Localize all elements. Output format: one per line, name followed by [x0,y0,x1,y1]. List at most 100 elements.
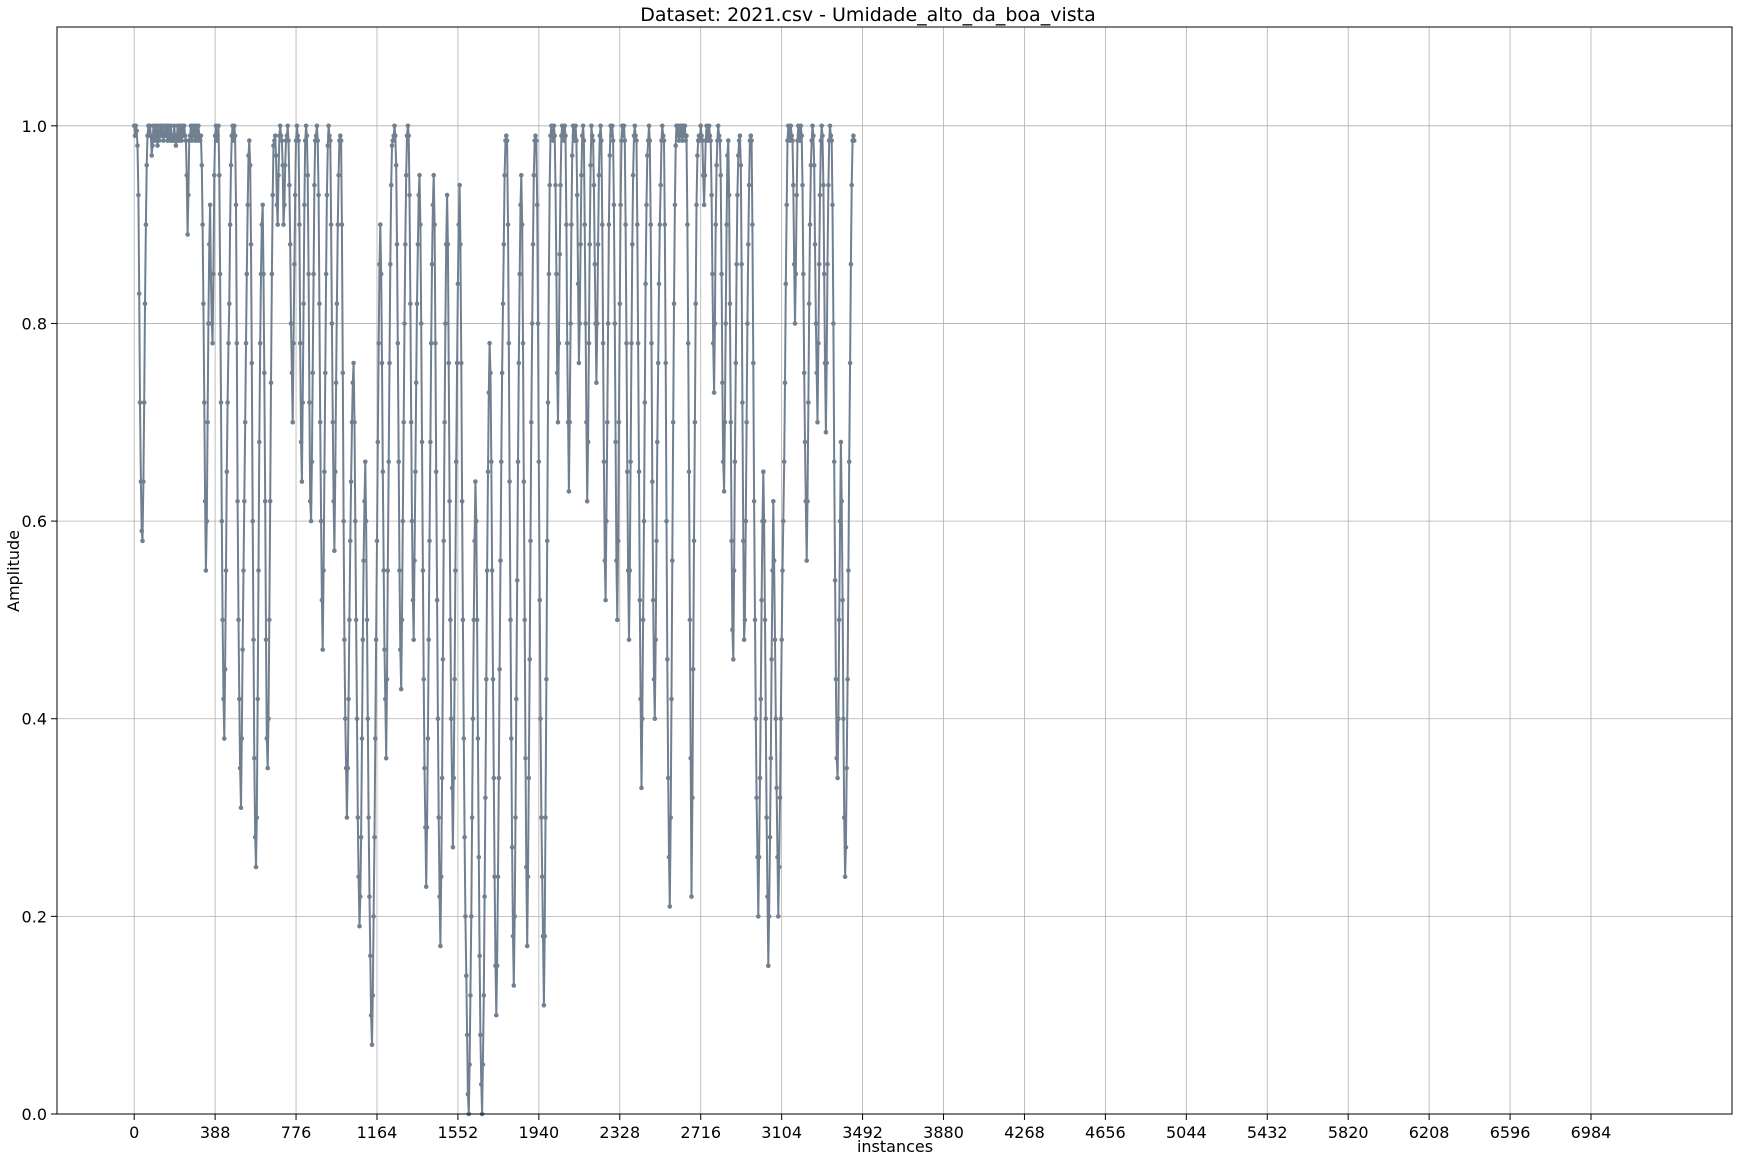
data-point [155,143,160,148]
data-point [220,617,225,623]
data-point [237,765,243,771]
data-point [269,271,275,277]
data-point [438,943,443,949]
data-point [580,123,586,129]
data-point [421,676,427,682]
data-point [289,370,295,376]
data-point [485,469,491,475]
data-point [136,192,141,198]
data-point [328,222,334,227]
data-point [717,138,723,143]
data-point [741,538,746,544]
data-point [660,133,666,138]
x-tick-label: 3880 [923,1123,964,1142]
data-point [468,993,473,998]
data-point [671,301,677,307]
data-point [500,301,506,307]
data-point [471,617,477,623]
data-point [694,202,699,208]
data-point [270,192,276,198]
data-point [774,785,779,791]
data-point [460,617,466,623]
data-point [707,133,713,138]
data-point [371,914,376,919]
data-point [499,370,505,376]
data-point [314,123,320,129]
data-point [243,340,249,346]
data-point [780,568,785,573]
data-point [278,133,284,138]
data-point [284,133,290,138]
data-point [431,172,437,178]
data-point [249,360,255,366]
data-point [355,815,361,820]
data-point [285,123,291,129]
data-point [529,321,535,326]
data-point [544,676,549,682]
data-point [590,138,596,143]
data-point [793,271,799,277]
data-point [506,340,512,346]
data-point [207,242,212,247]
data-point [635,340,641,346]
data-point [197,138,203,143]
data-point [770,568,775,573]
data-point [478,1032,483,1038]
data-point [566,489,572,494]
data-point [807,222,813,227]
data-point [196,123,201,129]
data-point [619,138,624,143]
data-point [259,222,265,227]
data-point [336,172,341,178]
data-point [637,597,643,603]
data-point [324,192,330,198]
data-point [412,558,417,563]
data-point [476,854,482,860]
data-point [350,380,356,386]
data-point [783,281,789,287]
data-point [846,459,852,465]
data-point [149,153,154,158]
data-point [642,400,648,405]
data-point [464,1032,470,1038]
data-point [397,568,402,573]
data-point [453,568,458,573]
data-point [615,617,620,623]
data-point [672,202,678,208]
data-point [611,202,617,208]
data-point [292,261,297,267]
data-point [569,222,574,227]
data-point [626,637,632,642]
x-tick-label: 6208 [1409,1123,1450,1142]
data-point [749,138,754,143]
data-point [406,133,412,138]
data-point [587,242,592,247]
data-point [693,301,698,307]
data-point [513,815,518,820]
data-point [534,138,539,143]
x-tick-label: 0 [129,1123,139,1142]
data-point [554,271,559,277]
data-point [222,736,227,741]
data-point [411,637,417,642]
data-point [650,479,655,484]
data-point [742,617,748,623]
data-point [575,281,581,287]
data-point [746,182,752,188]
data-point [814,370,819,376]
data-point [260,202,266,208]
data-point [794,192,799,198]
data-point [680,138,685,143]
data-point [207,202,213,208]
data-point [469,815,475,820]
data-point [306,271,311,277]
data-point [685,340,691,346]
data-point [533,133,538,138]
data-point [509,736,514,741]
data-point [348,538,353,544]
data-point [767,835,773,840]
data-point [480,1062,486,1067]
data-point [827,123,833,129]
data-point [571,133,577,138]
